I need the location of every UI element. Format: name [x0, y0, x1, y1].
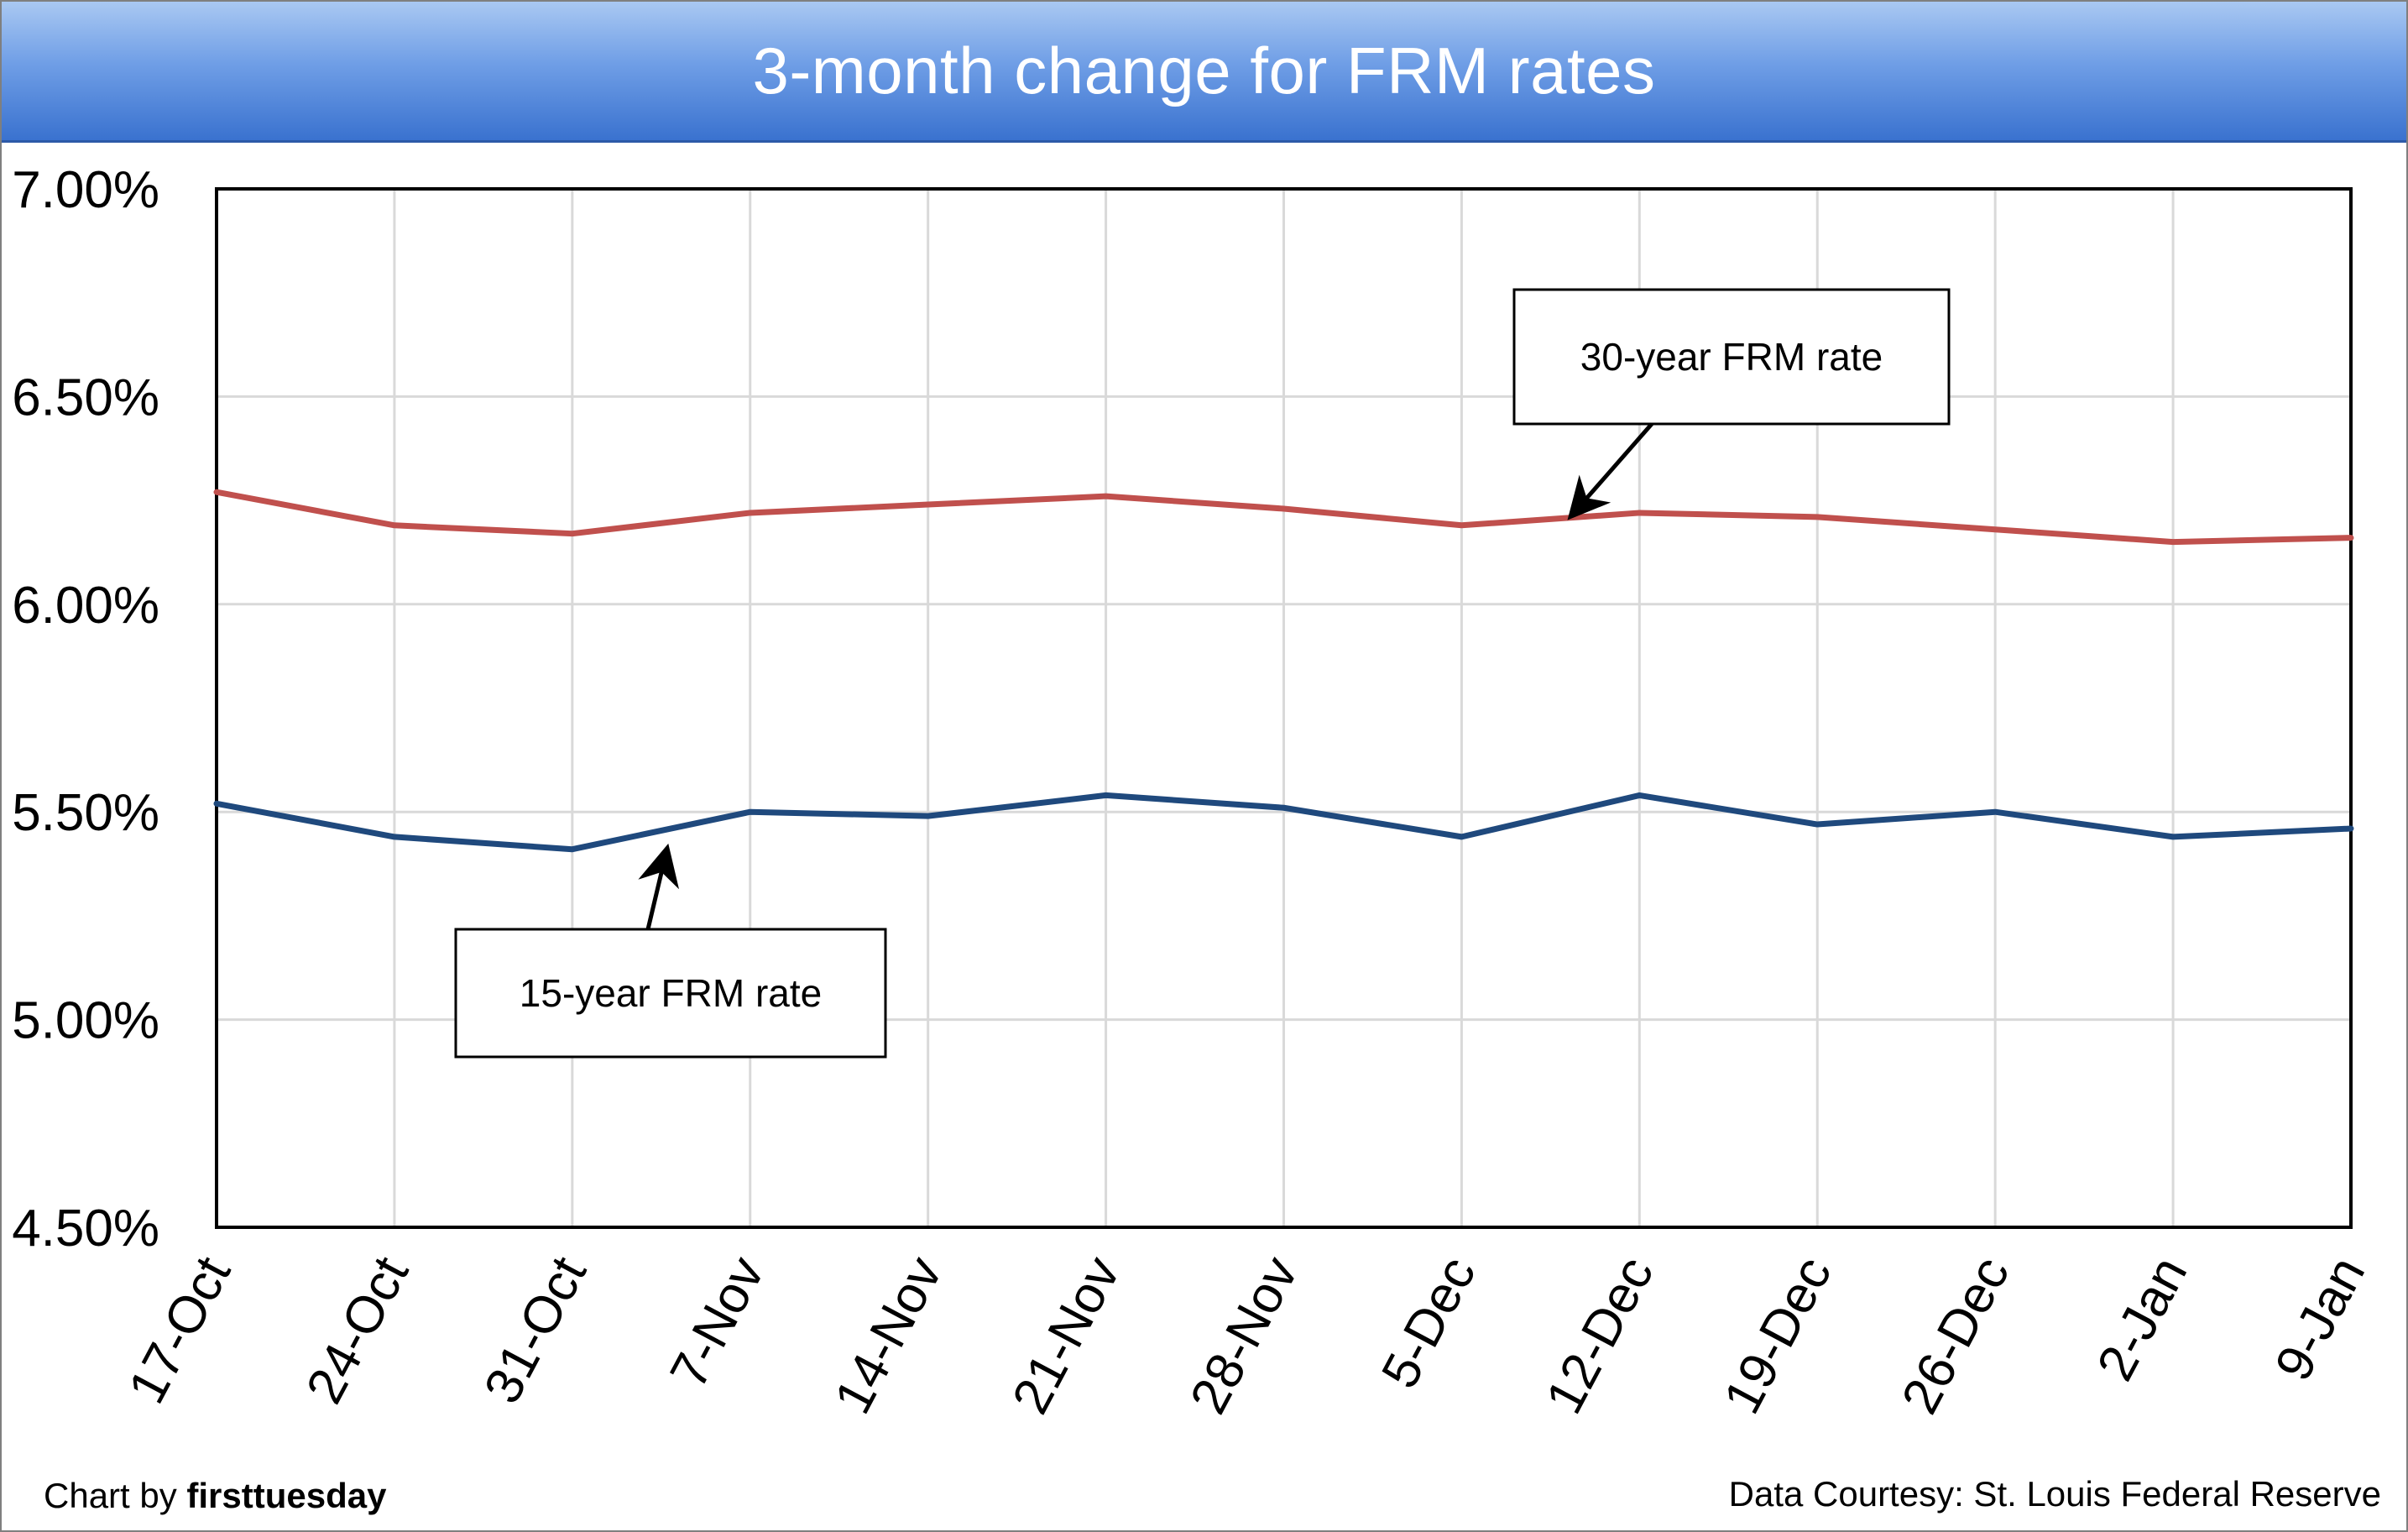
x-tick-label: 5-Dec [1371, 1247, 1487, 1397]
series-line [213, 489, 2354, 546]
callout-box-15-year [454, 928, 887, 1059]
x-tick-label: 26-Dec [1891, 1247, 2021, 1423]
x-tick-label: 2-Jan [2087, 1247, 2199, 1389]
x-axis-ticks: 17-Oct 24-Oct 31-Oct 7-Nov 14-Nov 21-Nov 28-No… [118, 1247, 2376, 1423]
title-bar: 3-month change for FRM rates [2, 2, 2406, 143]
y-tick-label: 7.00% [12, 161, 159, 219]
y-tick-label: 5.00% [12, 992, 159, 1050]
x-tick-label: 12-Dec [1535, 1247, 1665, 1423]
callout-box-30-year [1512, 288, 1951, 426]
x-tick-label: 7-Nov [660, 1247, 776, 1397]
y-tick-label: 6.00% [12, 577, 159, 635]
x-tick-label: 17-Oct [118, 1247, 242, 1413]
series-lines [213, 489, 2354, 853]
credit-brand: firsttuesday [186, 1476, 387, 1515]
gridlines [217, 187, 2351, 1227]
x-tick-label: 9-Jan [2264, 1247, 2377, 1389]
x-tick-label: 19-Dec [1713, 1247, 1843, 1423]
x-tick-label: 24-Oct [295, 1247, 420, 1413]
callout-arrow-30-year [1567, 422, 1653, 520]
y-axis-ticks: 4.50% 5.00% 5.50% 6.00% 6.50% 7.00% [12, 161, 159, 1257]
callout-label-15-year: 15-year FRM rate [520, 971, 822, 1015]
x-tick-label: 31-Oct [473, 1247, 598, 1413]
chart-credit: Chart by firsttuesday [44, 1476, 386, 1516]
annotations: 30-year FRM rate 15-year FRM rate [454, 288, 1951, 1059]
y-tick-label: 5.50% [12, 784, 159, 842]
credit-prefix: Chart by [44, 1476, 187, 1515]
plot-area-border [215, 187, 2353, 1229]
series-line [213, 792, 2354, 853]
y-tick-label: 4.50% [12, 1200, 159, 1257]
y-tick-label: 6.50% [12, 369, 159, 426]
x-tick-label: 21-Nov [1001, 1247, 1131, 1423]
data-source: Data Courtesy: St. Louis Federal Reserve [1728, 1474, 2381, 1514]
callout-label-30-year: 30-year FRM rate [1580, 335, 1883, 379]
x-tick-label: 28-Nov [1179, 1247, 1309, 1423]
callout-arrow-15-year [638, 843, 680, 930]
x-tick-label: 14-Nov [823, 1247, 953, 1423]
chart-title: 3-month change for FRM rates [752, 34, 1656, 107]
